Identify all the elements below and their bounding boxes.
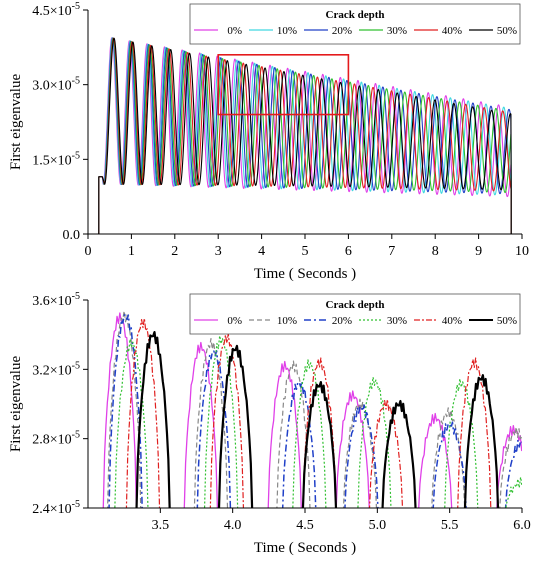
y-tick-label: 3.6×10-5 xyxy=(32,291,80,309)
y-tick-exponent: -5 xyxy=(72,150,80,161)
y-tick-label: 1.5×10-5 xyxy=(32,150,80,168)
x-tick-label: 3 xyxy=(215,244,222,259)
legend-label: 20% xyxy=(332,25,352,37)
legend-label: 30% xyxy=(387,315,407,327)
x-tick-label: 5.0 xyxy=(369,518,387,533)
legend-label: 0% xyxy=(227,315,242,327)
x-tick-label: 6.0 xyxy=(513,518,531,533)
series-line-20pct xyxy=(108,314,522,508)
x-tick-label: 8 xyxy=(432,244,439,259)
y-tick-label: 2.8×10-5 xyxy=(32,430,80,448)
series-line-20pct xyxy=(98,37,512,234)
series-line-30pct xyxy=(114,335,522,508)
legend-label: 10% xyxy=(277,315,297,327)
y-tick-label: 3.0×10-5 xyxy=(32,76,80,94)
y-tick-mantissa: 3.6×10 xyxy=(32,294,71,309)
y-tick-mantissa: 4.5×10 xyxy=(32,4,71,19)
y-tick-exponent: -5 xyxy=(72,360,80,371)
y-tick-mantissa: 0.0 xyxy=(63,228,81,243)
y-tick-exponent: -5 xyxy=(72,291,80,302)
legend-title: Crack depth xyxy=(326,9,385,21)
y-tick-exponent: -5 xyxy=(72,1,80,12)
y-tick-exponent: -5 xyxy=(72,499,80,510)
legend: Crack depth 0% 10% 20% 30% 40% 50% xyxy=(189,3,521,45)
x-tick-label: 4 xyxy=(258,244,265,259)
legend-label: 40% xyxy=(442,315,462,327)
legend-label: 40% xyxy=(442,25,462,37)
series-line-50pct xyxy=(135,330,500,508)
y-tick-mantissa: 2.4×10 xyxy=(32,502,71,517)
x-tick-label: 10 xyxy=(515,244,529,259)
y-axis-label: First eigenvalue xyxy=(8,74,24,171)
y-tick-label: 0.0 xyxy=(63,228,81,243)
y-tick-mantissa: 3.0×10 xyxy=(32,79,71,94)
legend-label: 50% xyxy=(497,315,517,327)
legend-label: 20% xyxy=(332,315,352,327)
legend-label: 50% xyxy=(497,25,517,37)
legend-box xyxy=(189,3,521,45)
legend: Crack depth 0% 10% 20% 30% 40% 50% xyxy=(189,293,521,335)
x-axis-label: Time ( Seconds ) xyxy=(254,266,356,282)
series-line-40pct xyxy=(125,317,492,508)
legend-box xyxy=(189,293,521,335)
x-tick-label: 6 xyxy=(345,244,352,259)
x-tick-label: 1 xyxy=(128,244,135,259)
x-tick-label: 3.5 xyxy=(152,518,170,533)
y-axis-label: First eigenvalue xyxy=(8,356,24,453)
legend-title: Crack depth xyxy=(326,299,385,311)
x-tick-label: 4.5 xyxy=(296,518,314,533)
x-axis-label: Time ( Seconds ) xyxy=(254,540,356,556)
x-tick-label: 7 xyxy=(388,244,395,259)
y-tick-label: 4.5×10-5 xyxy=(32,1,80,19)
y-tick-mantissa: 2.8×10 xyxy=(32,433,71,448)
y-tick-mantissa: 1.5×10 xyxy=(32,153,71,168)
plot-area xyxy=(102,310,522,508)
legend-label: 0% xyxy=(227,25,242,37)
x-tick-label: 5.5 xyxy=(441,518,459,533)
plot-area xyxy=(98,37,512,234)
y-tick-exponent: -5 xyxy=(72,430,80,441)
y-tick-mantissa: 3.2×10 xyxy=(32,363,71,378)
series-line-0pct xyxy=(102,312,522,508)
x-tick-label: 2 xyxy=(171,244,178,259)
zoom-highlight-box xyxy=(217,53,350,116)
x-tick-label: 4.0 xyxy=(224,518,242,533)
x-tick-label: 5 xyxy=(302,244,309,259)
legend-label: 30% xyxy=(387,25,407,37)
x-tick-label: 0 xyxy=(85,244,92,259)
chart-panel-2: 3.5 4.0 4.5 5.0 5.5 6.02.4×10-52.8×10-53.2×10… xyxy=(8,291,531,556)
y-tick-exponent: -5 xyxy=(72,76,80,87)
series-line-10pct xyxy=(107,310,522,508)
legend-label: 10% xyxy=(277,25,297,37)
y-tick-label: 3.2×10-5 xyxy=(32,360,80,378)
x-tick-label: 9 xyxy=(475,244,482,259)
chart-panel-1: 0 1 2 3 4 5 6 7 8 9 100.01.5×10-53.0×10-54.5×10-5T… xyxy=(8,1,529,282)
y-tick-label: 2.4×10-5 xyxy=(32,499,80,517)
